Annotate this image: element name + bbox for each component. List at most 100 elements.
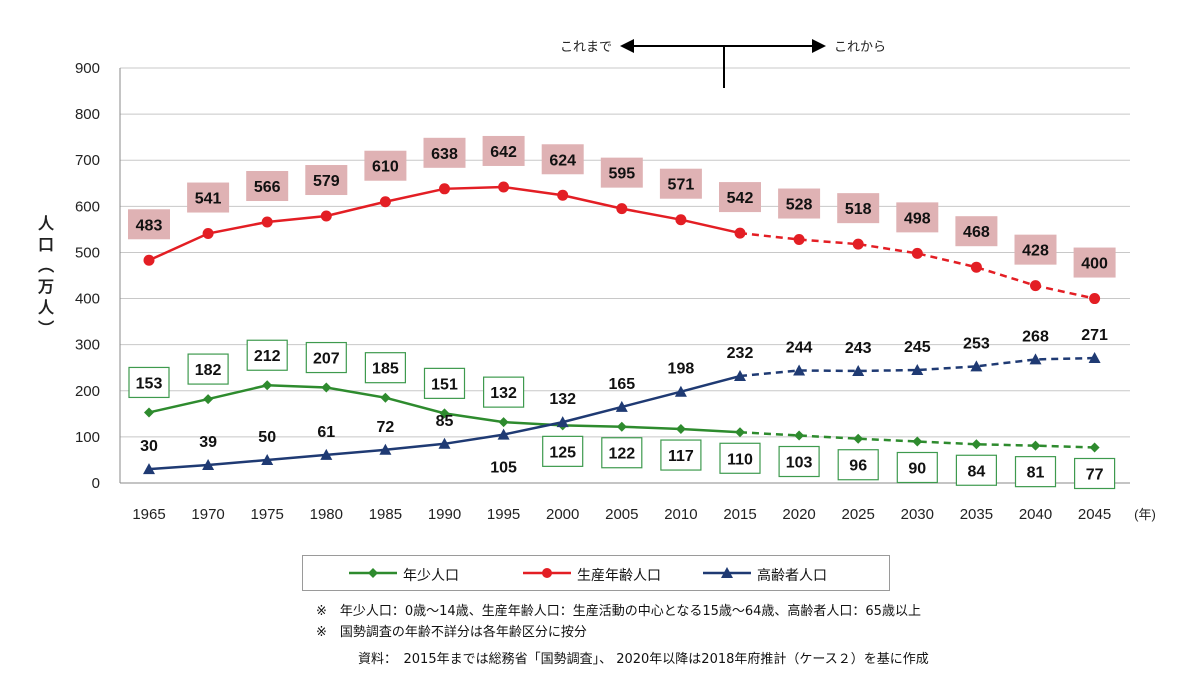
legend-swatch-youth	[349, 568, 397, 578]
data-point-marker	[439, 183, 450, 195]
x-tick-label: 2040	[1019, 506, 1052, 523]
split-arrow-left-head	[620, 39, 634, 53]
data-point-marker	[321, 382, 332, 393]
data-point-marker	[911, 247, 923, 259]
data-label: 30	[140, 438, 158, 455]
data-label: 96	[849, 458, 867, 475]
data-point-marker	[616, 203, 628, 215]
x-tick-label: 1985	[369, 506, 402, 523]
y-tick-label: 400	[75, 291, 100, 308]
data-label: 151	[431, 376, 458, 393]
data-label: 85	[436, 413, 454, 430]
data-label-box	[187, 182, 230, 213]
data-label: 638	[431, 146, 458, 163]
data-label: 110	[727, 451, 753, 468]
data-label: 268	[1022, 328, 1049, 345]
data-label: 595	[608, 166, 635, 183]
x-tick-label: 2005	[605, 506, 638, 523]
data-label-box	[955, 454, 998, 486]
data-label-box	[1014, 456, 1057, 488]
y-tick-label: 700	[75, 152, 100, 169]
data-point-marker	[379, 196, 391, 208]
y-tick-label: 500	[75, 244, 100, 261]
data-label: 81	[1027, 465, 1045, 482]
legend-label-working: 生産年齢人口	[577, 568, 661, 584]
data-point-marker	[202, 459, 215, 471]
data-label: 610	[372, 159, 399, 176]
data-label: 207	[313, 351, 340, 368]
data-point-marker	[380, 392, 391, 403]
data-label: 122	[608, 446, 635, 463]
legend-label-youth: 年少人口	[403, 568, 459, 584]
data-label: 542	[727, 190, 754, 207]
data-label-box	[542, 435, 584, 467]
data-label: 428	[1022, 243, 1049, 260]
data-label: 105	[490, 460, 517, 477]
footnote-1: ※ 年少人口：0歳〜14歳、生産年齢人口：生産活動の中心となる15歳〜64歳、高…	[316, 604, 921, 619]
data-point-marker	[734, 227, 746, 239]
data-label-box	[837, 449, 879, 481]
x-tick-label: 2000	[546, 506, 579, 523]
data-label: 232	[727, 345, 754, 362]
data-label-box	[955, 216, 998, 247]
data-point-marker	[203, 394, 214, 405]
x-tick-label: 2025	[842, 506, 875, 523]
data-label-box	[246, 339, 288, 371]
data-label-box	[660, 439, 702, 471]
data-label: 125	[549, 444, 576, 461]
data-label: 72	[377, 419, 395, 436]
data-label: 185	[372, 361, 399, 378]
data-point-marker	[1030, 440, 1041, 451]
data-label-box	[423, 367, 466, 399]
data-label-box	[778, 445, 820, 478]
data-label-box	[187, 353, 229, 385]
series-line-actual	[148, 185, 741, 262]
data-label: 468	[963, 224, 990, 241]
data-label-box	[128, 209, 170, 240]
data-label-box	[778, 188, 821, 219]
data-label: 61	[317, 424, 335, 441]
data-label-box	[128, 366, 170, 399]
data-point-marker	[1029, 353, 1042, 365]
y-axis-title-char: 口	[38, 237, 54, 254]
legend: 年少人口 生産年齢人口 高齢者人口	[302, 555, 890, 591]
data-point-marker	[793, 234, 805, 246]
data-label-box	[1014, 234, 1057, 265]
data-point-marker	[912, 436, 923, 447]
data-point-marker	[675, 214, 687, 226]
data-point-marker	[852, 364, 865, 376]
data-point-marker	[1089, 442, 1100, 453]
legend-label-elderly: 高齢者人口	[757, 568, 827, 584]
data-label-box	[364, 352, 406, 384]
x-tick-label: 2045	[1078, 506, 1111, 523]
data-label: 182	[195, 362, 222, 379]
data-label-box	[896, 202, 939, 233]
data-point-marker	[261, 216, 273, 228]
data-point-marker	[971, 439, 982, 450]
source-note: 資料： 2015年までは総務省「国勢調査」、 2020年以降は2018年府推計（…	[358, 652, 929, 667]
data-label-box	[659, 168, 702, 199]
data-label-box	[1073, 247, 1116, 278]
data-point-marker	[735, 427, 745, 438]
y-axis-title-char: ）	[36, 320, 54, 336]
y-tick-label: 0	[92, 475, 100, 492]
data-point-marker	[320, 210, 332, 222]
x-tick-label: 1970	[191, 506, 224, 523]
legend-swatch-elderly	[703, 567, 751, 578]
data-point-marker	[734, 370, 746, 382]
data-label: 153	[136, 375, 163, 392]
split-label-future: これから	[834, 39, 886, 54]
data-point-marker	[497, 428, 510, 440]
x-tick-label: 1975	[251, 506, 284, 523]
x-tick-label: 2035	[960, 506, 993, 523]
footnotes: ※ 年少人口：0歳〜14歳、生産年齢人口：生産活動の中心となる15歳〜64歳、高…	[316, 601, 921, 643]
data-label-box	[600, 157, 643, 188]
y-tick-label: 800	[75, 106, 100, 123]
data-point-marker	[438, 437, 451, 449]
data-label-box	[837, 193, 880, 224]
x-tick-label: 1965	[132, 506, 165, 523]
data-label-box	[719, 182, 761, 213]
data-label: 579	[313, 173, 340, 190]
x-tick-label: 2030	[901, 506, 934, 523]
